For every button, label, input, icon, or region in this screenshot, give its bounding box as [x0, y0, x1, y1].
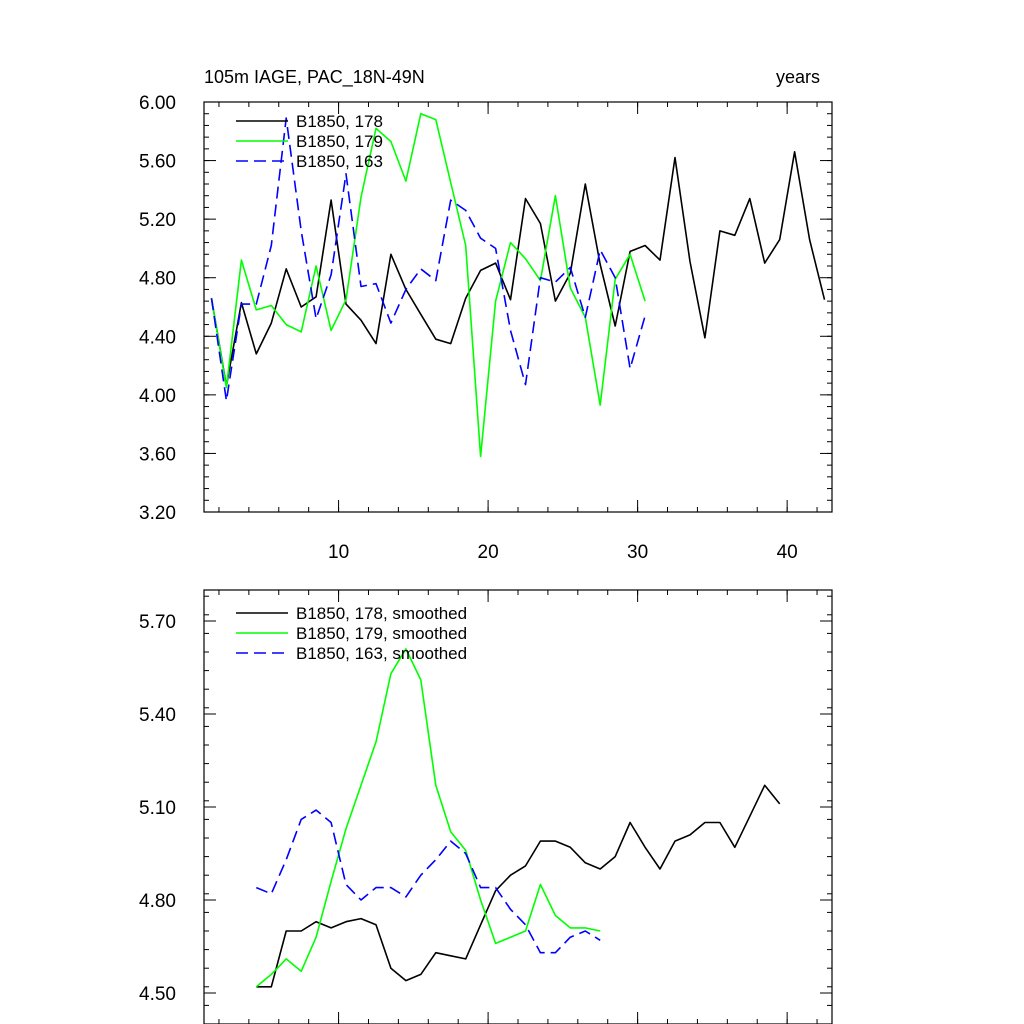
y-tick-label: 3.20 — [139, 503, 176, 524]
x-tick-label: 10 — [328, 542, 349, 563]
bottom-series — [255, 648, 781, 988]
y-tick-label: 3.60 — [139, 444, 176, 465]
top-panel-units: years — [776, 67, 820, 87]
x-tick-label: 40 — [777, 542, 798, 563]
y-tick-label: 5.10 — [139, 798, 176, 819]
top-panel: 105m IAGE, PAC_18N-49N years 10 20 30 40 3.2… — [139, 67, 833, 563]
legend-label-1: B1850, 179, smoothed — [296, 624, 467, 643]
x-tick-label: 30 — [627, 542, 648, 563]
y-tick-label: 5.20 — [139, 210, 176, 231]
y-tick-label: 4.40 — [139, 327, 176, 348]
legend-label-0: B1850, 178 — [296, 112, 383, 131]
y-tick-label: 4.80 — [139, 269, 176, 290]
top-ticks: 10 20 30 40 3.20 3.60 4.00 4.40 4.80 5.20 5.60 6.00 — [139, 93, 832, 563]
legend-label-1: B1850, 179 — [296, 132, 383, 151]
legend-label-2: B1850, 163, smoothed — [296, 644, 467, 663]
legend-label-0: B1850, 178, smoothed — [296, 604, 467, 623]
top-series — [210, 112, 826, 458]
y-tick-label: 4.00 — [139, 386, 176, 407]
series-line-1 — [255, 648, 601, 988]
y-tick-label: 5.60 — [139, 152, 176, 173]
y-tick-label: 6.00 — [139, 93, 176, 114]
series-line-2 — [255, 809, 601, 954]
y-tick-label: 4.50 — [139, 984, 176, 1005]
bottom-panel: 4.50 4.80 5.10 5.40 5.70 B1850, 178, smoothe… — [139, 589, 833, 1024]
series-line-2 — [210, 117, 646, 402]
y-tick-label: 5.40 — [139, 705, 176, 726]
series-line-1 — [210, 112, 646, 458]
x-tick-label: 20 — [478, 542, 499, 563]
legend-label-2: B1850, 163 — [296, 152, 383, 171]
y-tick-label: 5.70 — [139, 612, 176, 633]
top-panel-title: 105m IAGE, PAC_18N-49N — [204, 67, 425, 88]
series-line-0 — [256, 784, 781, 988]
bottom-ticks: 4.50 4.80 5.10 5.40 5.70 — [139, 590, 832, 1024]
y-tick-label: 4.80 — [139, 891, 176, 912]
series-line-0 — [210, 151, 826, 387]
